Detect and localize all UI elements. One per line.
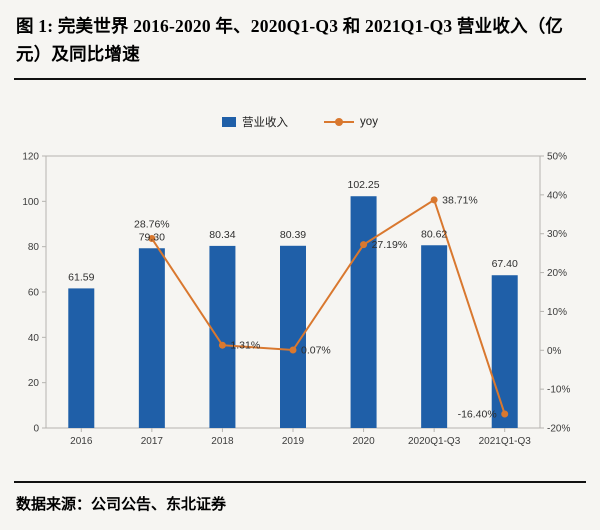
right-axis-label: 30% — [547, 229, 567, 240]
yoy-line — [151, 198, 506, 415]
left-axis-label: 80 — [28, 242, 40, 253]
yoy-point — [430, 196, 438, 204]
chart: 营业收入 yoy 0 20 40 60 80 100 120 -20% -10% 0% 10% 20%… — [14, 114, 586, 454]
x-axis-label: 2017 — [141, 436, 164, 447]
line-swatch-icon — [324, 117, 355, 126]
left-axis-label: 60 — [28, 287, 40, 298]
yoy-point — [501, 410, 509, 418]
yoy-value-label: -16.40% — [458, 408, 497, 420]
revenue-bar — [138, 247, 165, 428]
revenue-bar — [491, 274, 518, 428]
line-swatch-dot-icon — [335, 117, 344, 126]
right-axis-label: 0% — [547, 345, 562, 356]
bar-value-label: 61.59 — [68, 271, 94, 283]
yoy-value-label: 28.76% — [134, 218, 170, 230]
yoy-value-label: 0.07% — [301, 344, 331, 356]
revenue-bar — [350, 195, 377, 428]
left-axis-label: 120 — [22, 151, 39, 162]
x-axis-label: 2019 — [282, 436, 305, 447]
right-axis-label: -20% — [547, 423, 570, 434]
left-axis-label: 20 — [28, 378, 40, 389]
yoy-point — [218, 341, 226, 349]
bar-value-label: 80.39 — [280, 228, 306, 240]
legend-item-revenue: 营业收入 — [222, 114, 288, 130]
left-axis-label: 40 — [28, 333, 40, 344]
yoy-point — [289, 346, 297, 354]
right-axis-label: 20% — [547, 268, 567, 279]
right-axis-label: 10% — [547, 307, 567, 318]
yoy-point — [360, 240, 368, 248]
bar-value-label: 80.62 — [421, 228, 447, 240]
figure-source: 数据来源：公司公告、东北证券 — [14, 481, 586, 530]
bar-value-label: 67.40 — [492, 258, 518, 270]
x-axis-label: 2020 — [352, 436, 375, 447]
yoy-value-label: 38.71% — [442, 194, 478, 206]
legend-label-yoy: yoy — [360, 115, 378, 128]
x-axis-label: 2020Q1-Q3 — [408, 436, 461, 447]
bar-swatch-icon — [222, 116, 237, 127]
yoy-value-label: 27.19% — [372, 239, 408, 251]
x-axis-label: 2021Q1-Q3 — [479, 436, 532, 447]
chart-legend: 营业收入 yoy — [14, 114, 586, 130]
yoy-point — [148, 234, 156, 242]
left-axis-label: 100 — [22, 197, 39, 208]
left-axis-label: 0 — [33, 423, 39, 434]
x-axis-label: 2018 — [211, 436, 234, 447]
chart-svg: 0 20 40 60 80 100 120 -20% -10% 0% 10% 20% 30% 40% 50%… — [22, 151, 570, 447]
revenue-bar — [68, 288, 95, 428]
revenue-bar — [421, 244, 448, 428]
legend-label-revenue: 营业收入 — [242, 116, 289, 129]
figure-title: 图 1: 完美世界 2016-2020 年、2020Q1-Q3 和 2021Q1… — [14, 10, 586, 80]
bar-value-label: 102.25 — [348, 179, 380, 191]
right-axis-label: -10% — [547, 384, 570, 395]
x-axis-label: 2016 — [70, 436, 93, 447]
yoy-value-label: 1.31% — [230, 339, 260, 351]
revenue-bar — [209, 245, 236, 428]
legend-item-yoy: yoy — [324, 116, 378, 128]
bar-value-label: 80.34 — [209, 229, 235, 241]
right-axis-label: 50% — [547, 151, 567, 162]
right-axis-label: 40% — [547, 190, 567, 201]
bar-value-label: 79.30 — [139, 231, 165, 243]
